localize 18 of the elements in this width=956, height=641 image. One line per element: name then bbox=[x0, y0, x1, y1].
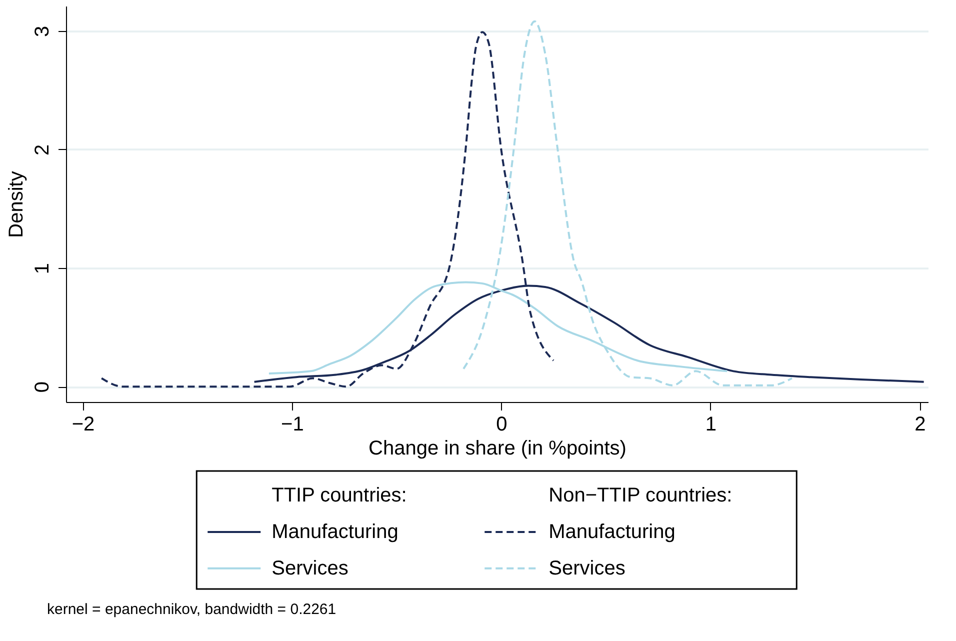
y-tick-label: 3 bbox=[32, 26, 54, 37]
x-axis-title: Change in share (in %points) bbox=[368, 438, 626, 460]
legend-label: Services bbox=[548, 557, 626, 580]
x-tick-label: 0 bbox=[496, 414, 508, 436]
text: Non−TTIP countries: bbox=[548, 484, 732, 507]
text: kernel = epanechnikov, bandwidth = 0.2261 bbox=[47, 601, 336, 618]
legend-label: Manufacturing bbox=[272, 520, 398, 543]
text: TTIP countries: bbox=[272, 484, 407, 507]
legend-label: Services bbox=[272, 557, 348, 580]
y-tick-label: 0 bbox=[32, 382, 54, 393]
x-tick-label: −2 bbox=[72, 414, 95, 436]
x-tick-label: 1 bbox=[705, 414, 716, 436]
x-tick-label: −1 bbox=[281, 414, 304, 436]
y-tick-label: 2 bbox=[32, 144, 54, 156]
y-axis-title: Density bbox=[6, 171, 28, 238]
legend-label: Manufacturing bbox=[548, 520, 676, 543]
x-tick-label: 2 bbox=[914, 414, 926, 436]
y-tick-label: 1 bbox=[32, 262, 54, 274]
